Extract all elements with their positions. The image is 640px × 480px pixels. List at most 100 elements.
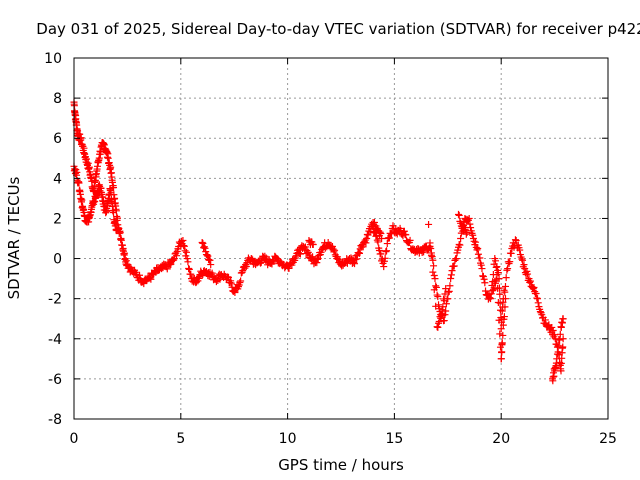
- data-point-fill: [383, 240, 391, 248]
- data-point-fill: [440, 297, 448, 305]
- y-tick-label: -2: [48, 292, 62, 308]
- data-point: [478, 265, 486, 273]
- data-point-fill: [112, 220, 120, 228]
- data-point-fill: [456, 241, 464, 249]
- data-point-fill: [498, 348, 506, 356]
- data-point-fill: [430, 286, 438, 294]
- data-point-fill: [359, 243, 367, 251]
- data-point-fill: [499, 331, 507, 339]
- data-point-fill: [382, 248, 390, 256]
- data-point-fill: [265, 256, 273, 264]
- data-point: [465, 214, 473, 222]
- data-point: [493, 271, 501, 279]
- x-tick-label: 10: [279, 431, 297, 447]
- data-point-fill: [75, 179, 83, 187]
- data-point-fill: [438, 306, 446, 314]
- data-point-fill: [121, 249, 129, 257]
- data-point-fill: [381, 254, 389, 262]
- data-point-fill: [430, 271, 438, 279]
- data-point-fill: [73, 168, 81, 176]
- data-point: [363, 235, 371, 242]
- data-point: [501, 295, 509, 303]
- data-point-fill: [462, 230, 470, 238]
- y-tick-label: -4: [48, 332, 62, 348]
- data-point-fill: [496, 330, 504, 338]
- data-point-fill: [241, 264, 249, 272]
- data-point-fill: [519, 256, 527, 264]
- data-point-fill: [548, 323, 556, 331]
- data-point-fill: [533, 294, 541, 302]
- data-point: [487, 295, 495, 303]
- data-point: [425, 220, 433, 228]
- data-point: [350, 259, 358, 267]
- data-point-fill: [440, 317, 448, 325]
- data-point: [454, 210, 462, 218]
- data-point-fill: [330, 248, 338, 256]
- data-point-fill: [451, 256, 459, 264]
- data-point-fill: [181, 247, 189, 255]
- data-point-fill: [116, 229, 124, 237]
- data-point: [529, 285, 537, 293]
- data-point-fill: [383, 247, 391, 255]
- data-point-fill: [402, 231, 410, 239]
- data-point-fill: [351, 256, 359, 264]
- data-point-fill: [446, 282, 454, 290]
- data-point: [427, 245, 435, 253]
- data-point-fill: [503, 266, 511, 274]
- data-point: [418, 249, 426, 257]
- data-point: [448, 267, 456, 275]
- data-point-fill: [501, 282, 509, 290]
- data-point-fill: [170, 256, 178, 264]
- data-point-fill: [511, 236, 519, 244]
- data-point: [553, 355, 561, 363]
- data-point-fill: [492, 276, 500, 284]
- data-point-fill: [432, 302, 440, 310]
- data-point-fill: [167, 260, 175, 268]
- data-point-fill: [107, 163, 115, 171]
- data-point-fill: [385, 234, 393, 242]
- data-point: [309, 241, 317, 249]
- data-point-fill: [445, 287, 453, 295]
- data-point-fill: [173, 252, 181, 260]
- data-point-fill: [433, 291, 441, 299]
- x-tick-label: 0: [70, 431, 79, 447]
- data-point-fill: [556, 330, 564, 338]
- data-point-fill: [477, 261, 485, 269]
- data-point-fill: [532, 289, 540, 297]
- data-point-fill: [441, 290, 449, 298]
- y-tick-label: -8: [48, 412, 62, 428]
- data-points: [70, 98, 567, 385]
- y-tick-label: 4: [53, 171, 62, 187]
- data-point-fill: [377, 250, 385, 258]
- data-point-fill: [526, 277, 534, 285]
- plot-frame: [73, 57, 609, 420]
- data-point-fill: [351, 260, 359, 268]
- data-point-fill: [356, 249, 364, 257]
- data-point: [183, 255, 191, 263]
- data-point: [179, 237, 187, 245]
- data-point: [437, 311, 445, 319]
- data-point-fill: [309, 253, 317, 261]
- data-point-fill: [499, 321, 507, 329]
- data-point-fill: [480, 275, 488, 283]
- data-point: [498, 339, 506, 347]
- data-point-fill: [362, 239, 370, 247]
- data-point-fill: [334, 255, 342, 263]
- data-point-fill: [376, 228, 384, 236]
- axis-ticks: [73, 57, 609, 420]
- data-point-fill: [185, 265, 193, 273]
- data-point-fill: [231, 289, 239, 297]
- data-point-fill: [227, 279, 235, 287]
- data-point-fill: [541, 316, 549, 324]
- data-point: [452, 255, 460, 263]
- data-point-fill: [536, 308, 544, 316]
- data-point: [512, 237, 520, 245]
- data-point-fill: [180, 242, 188, 250]
- y-tick-label: 6: [53, 131, 62, 147]
- data-point-fill: [447, 271, 455, 279]
- x-tick-label: 15: [385, 431, 403, 447]
- data-point-fill: [200, 243, 208, 251]
- data-point-fill: [494, 284, 502, 292]
- data-point-fill: [501, 303, 509, 311]
- data-point-fill: [377, 230, 385, 238]
